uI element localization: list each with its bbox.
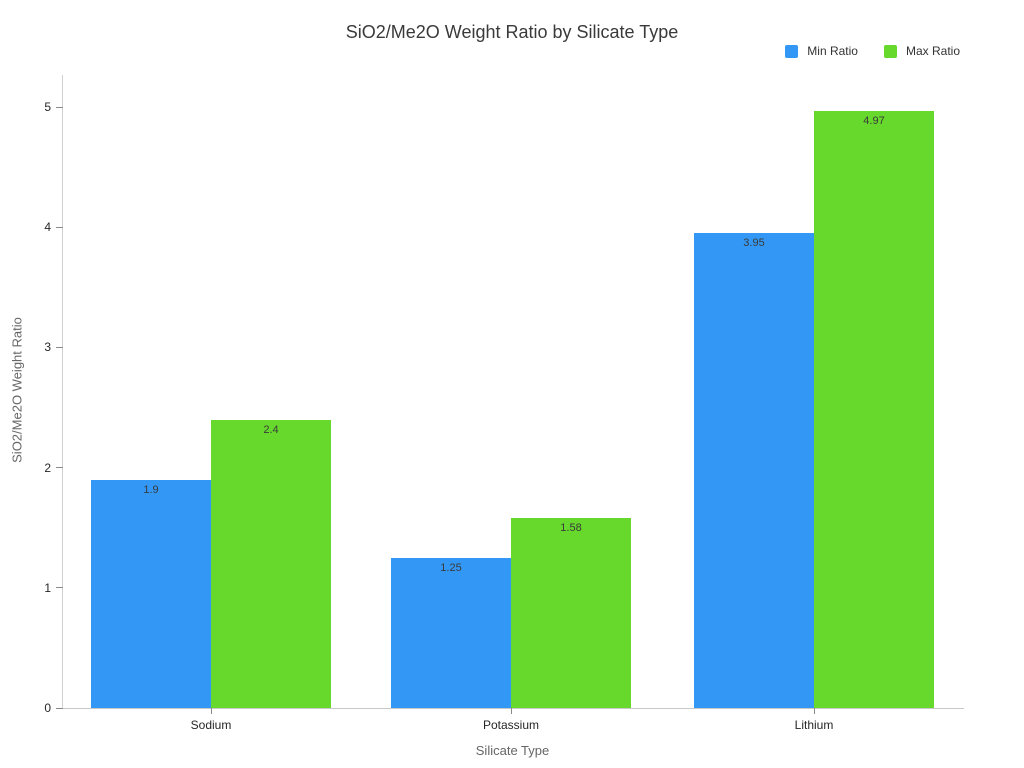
y-tick-label: 5 <box>44 100 51 114</box>
legend-label-min-ratio: Min Ratio <box>807 44 858 58</box>
bar-value-label: 4.97 <box>863 114 885 127</box>
bar-value-label: 1.58 <box>560 522 582 535</box>
bar-value-label: 1.9 <box>143 483 159 496</box>
chart-title: SiO2/Me2O Weight Ratio by Silicate Type <box>345 22 679 42</box>
y-tick-label: 1 <box>44 580 51 595</box>
x-tick-label: Lithium <box>794 718 834 732</box>
bar-value-label: 1.25 <box>440 561 462 574</box>
y-tick-label: 2 <box>44 460 51 475</box>
x-tick-mark <box>813 708 815 714</box>
bar-min-ratio-lithium <box>694 233 814 708</box>
legend-swatch-min-ratio <box>785 44 799 58</box>
y-tick-label: 3 <box>44 340 51 355</box>
y-tick-label: 4 <box>44 220 51 235</box>
bar-min-ratio-potassium <box>391 557 511 708</box>
x-axis-title: Silicate Type <box>475 743 550 758</box>
legend-swatch-max-ratio <box>883 44 897 58</box>
bar-max-ratio-potassium <box>511 518 631 708</box>
x-tick-mark <box>210 708 212 714</box>
bar-value-label: 3.95 <box>743 237 765 250</box>
y-tick-mark <box>56 106 63 108</box>
y-tick-mark <box>56 226 63 228</box>
bar-max-ratio-lithium <box>814 110 934 708</box>
x-tick-label: Sodium <box>190 718 232 732</box>
bar-max-ratio-sodium <box>211 419 331 708</box>
y-tick-mark <box>56 467 63 469</box>
y-tick-label: 0 <box>44 701 51 715</box>
legend-label-max-ratio: Max Ratio <box>905 44 960 58</box>
plot-area: 0 1 2 3 4 5 Sodium Potassium Lithium 1.9 1.25 3.95 2… <box>44 75 964 732</box>
x-tick-mark <box>510 708 512 714</box>
bar-value-label: 2.4 <box>263 423 279 436</box>
legend-item-min-ratio: Min Ratio <box>785 44 858 58</box>
y-tick-mark <box>56 346 63 348</box>
y-tick-mark <box>56 587 63 589</box>
legend: Min Ratio Max Ratio <box>785 44 960 58</box>
bar-min-ratio-sodium <box>91 479 211 708</box>
legend-item-max-ratio: Max Ratio <box>883 44 960 58</box>
x-tick-label: Potassium <box>482 718 540 732</box>
y-tick-mark <box>56 707 63 709</box>
